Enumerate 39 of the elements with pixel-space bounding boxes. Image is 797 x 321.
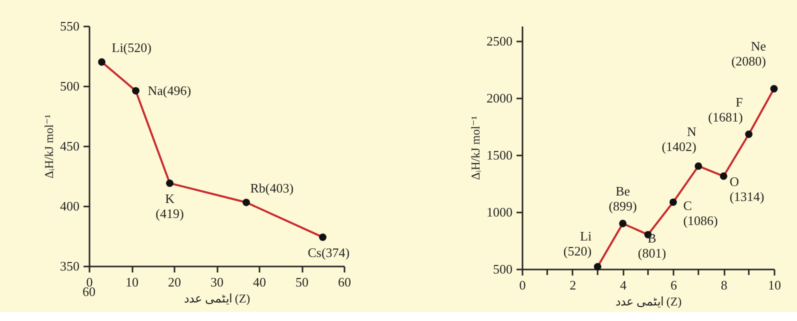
x-tick-label: 0 bbox=[519, 278, 526, 292]
x-tick-label: 40 bbox=[253, 274, 266, 290]
x-axis-title: ایٹمی عدد (Z) bbox=[615, 294, 682, 308]
y-axis-title: ΔᵢH/kJ mol⁻¹ bbox=[42, 114, 56, 178]
annotation: C (1086) bbox=[683, 198, 718, 228]
y-tick-label: 1500 bbox=[486, 147, 512, 162]
y-tick-label: 2000 bbox=[486, 90, 512, 106]
annotation: Rb(403) bbox=[250, 180, 294, 196]
x-axis-title: ایٹمی عدد (Z) bbox=[184, 292, 250, 306]
annotation: B (801) bbox=[638, 230, 666, 261]
y-tick-label: 2500 bbox=[486, 33, 512, 48]
x-tick-label: 30 bbox=[210, 274, 224, 290]
y-tick-label: 400 bbox=[60, 198, 80, 214]
annotation: Ne (2080) bbox=[731, 38, 766, 69]
annotation: N (1402) bbox=[662, 124, 698, 154]
annotation: Na(496) bbox=[148, 82, 192, 98]
x-tick-label: 6 bbox=[670, 278, 678, 292]
annotation: Li (520) bbox=[563, 228, 592, 259]
annotation: O (1314) bbox=[730, 174, 764, 204]
annotation: K (419) bbox=[156, 191, 184, 222]
y-tick-label: 500 bbox=[493, 262, 512, 276]
y-tick-label: 450 bbox=[60, 138, 80, 154]
annotation: Li(520) bbox=[112, 40, 152, 55]
x-tick-label: 10 bbox=[768, 278, 781, 292]
y-tick-label: 350 bbox=[60, 258, 80, 274]
y-axis-title: ΔᵢH/kJ mol⁻¹ bbox=[468, 116, 482, 180]
y-tick-label: 1000 bbox=[486, 204, 512, 220]
annotation: Be (899) bbox=[608, 183, 637, 214]
x-tick-label: 8 bbox=[720, 278, 728, 292]
annotation: Cs(374) bbox=[308, 245, 350, 260]
x-tick-label: 2 bbox=[570, 278, 576, 292]
y-tick-label: 500 bbox=[60, 78, 80, 94]
x-tick-label: 4 bbox=[620, 278, 628, 292]
x-tick-label: 60 bbox=[338, 274, 351, 290]
x-tick-label: 20 bbox=[168, 274, 181, 290]
annotation: F (1681) bbox=[708, 94, 743, 124]
x-tick-label: 50 bbox=[296, 274, 308, 290]
x-tick-label: 10 bbox=[126, 274, 138, 290]
y-tick-label: 550 bbox=[60, 18, 80, 34]
